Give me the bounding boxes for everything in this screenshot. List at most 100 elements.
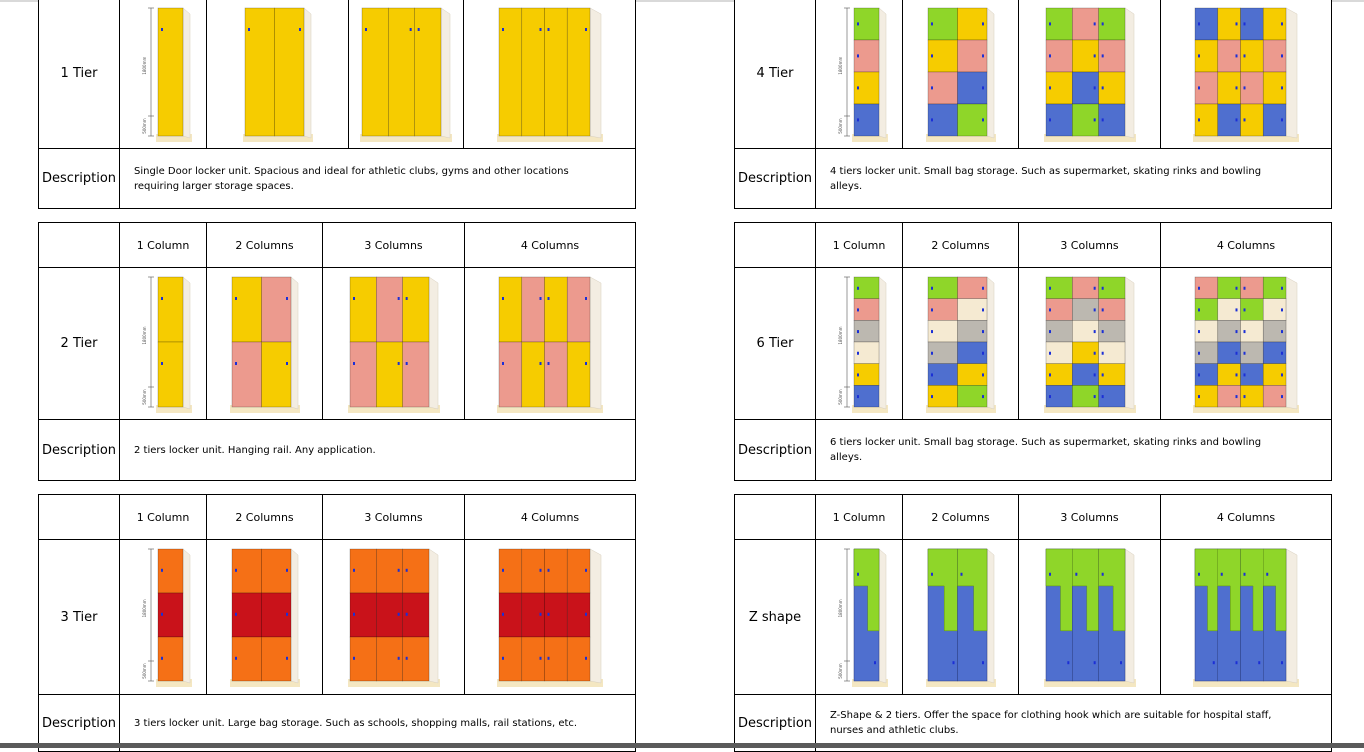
- lock-knob: [857, 53, 859, 57]
- dimension-label: 500mm: [142, 118, 147, 134]
- image-cell: [1161, 268, 1331, 419]
- table-3-tier: 1 Column 2 Columns 3 Columns 4 Columns 3…: [38, 494, 636, 752]
- lock-knob: [285, 361, 288, 365]
- locker-2tier-2col-image: [229, 275, 300, 413]
- lock-knob: [234, 361, 237, 365]
- lock-knob: [1198, 394, 1200, 398]
- locker-door: [1097, 548, 1125, 632]
- lock-knob: [1281, 661, 1283, 665]
- lock-knob: [539, 568, 542, 572]
- image-cell: [1019, 540, 1160, 694]
- locker-2tier-4col-image: [497, 276, 603, 413]
- lock-knob: [547, 568, 550, 572]
- dimension-label: 500mm: [142, 389, 147, 405]
- image-cell: 1800mm 500mm: [120, 0, 206, 148]
- lock-knob: [285, 656, 288, 660]
- locker-side-panel: [1124, 548, 1134, 684]
- lock-knob: [1048, 372, 1051, 376]
- lock-knob: [1093, 372, 1096, 376]
- page-top-border: [0, 0, 1364, 2]
- image-cell: [465, 540, 635, 694]
- row-label-1-tier: 1 Tier: [60, 66, 98, 81]
- lock-knob: [539, 656, 542, 660]
- lock-knob: [1243, 351, 1246, 355]
- column-header: 3 Columns: [364, 510, 423, 524]
- locker-3tier-4col-image: [497, 548, 603, 687]
- floor-shadow: [242, 133, 313, 142]
- dimension-label: 1800mm: [838, 326, 843, 344]
- lock-knob: [502, 568, 504, 572]
- lock-knob: [1266, 572, 1269, 576]
- floor-shadow: [496, 133, 603, 142]
- lock-knob: [405, 296, 408, 300]
- lock-knob: [1281, 307, 1283, 311]
- locker-6tier-3col-image: [1043, 276, 1136, 413]
- lock-knob: [585, 296, 587, 300]
- lock-knob: [1281, 394, 1283, 398]
- locker-door: [566, 7, 590, 136]
- lock-knob: [1235, 307, 1238, 311]
- dimension-label: 1800mm: [838, 56, 843, 74]
- lock-knob: [1048, 117, 1051, 121]
- locker-door: [543, 7, 568, 136]
- locker-2tier-1col-image: 1800mm 500mm: [142, 275, 192, 413]
- locker-door: [498, 341, 523, 407]
- lock-knob: [405, 612, 408, 616]
- lock-knob: [1101, 351, 1104, 355]
- locker-door: [853, 384, 880, 407]
- dimension-label: 500mm: [838, 389, 843, 405]
- lock-knob: [1119, 661, 1122, 665]
- description-label: Description: [41, 171, 117, 186]
- locker-door: [231, 341, 262, 407]
- locker-door: [388, 7, 415, 136]
- lock-knob: [1212, 661, 1215, 665]
- lock-knob: [1235, 372, 1238, 376]
- floor-shadow: [156, 404, 192, 413]
- lock-knob: [981, 286, 984, 290]
- lock-knob: [234, 296, 237, 300]
- lock-knob: [1243, 53, 1246, 57]
- lock-knob: [1048, 307, 1051, 311]
- locker-zshape-3col-image: [1043, 548, 1136, 687]
- lock-knob: [1243, 307, 1246, 311]
- lock-knob: [1235, 661, 1238, 665]
- locker-side-panel: [290, 548, 298, 684]
- lock-knob: [539, 361, 542, 365]
- lock-knob: [1281, 329, 1283, 333]
- lock-knob: [161, 27, 163, 31]
- locker-door: [260, 341, 291, 407]
- table-6-tier: 1 Column 2 Columns 3 Columns 4 Columns 6…: [734, 222, 1332, 481]
- locker-door: [157, 276, 184, 342]
- lock-knob: [857, 372, 859, 376]
- lock-knob: [1093, 329, 1096, 333]
- floor-shadow: [497, 679, 603, 687]
- floor-shadow: [347, 679, 440, 687]
- lock-knob: [981, 53, 984, 57]
- locker-6tier-2col-image: [925, 275, 996, 413]
- lock-knob: [930, 372, 933, 376]
- lock-knob: [547, 656, 550, 660]
- locker-door: [1263, 548, 1287, 632]
- lock-knob: [930, 85, 933, 89]
- description-text: Single Door locker unit. Spacious and id…: [134, 165, 569, 192]
- image-cell: 1800mm 500mm: [120, 268, 206, 419]
- lock-knob: [1101, 53, 1104, 57]
- lock-knob: [930, 572, 933, 576]
- lock-knob: [397, 568, 400, 572]
- floor-shadow: [852, 133, 888, 142]
- image-cell: [207, 268, 322, 419]
- lock-knob: [1235, 286, 1238, 290]
- floor-shadow: [347, 404, 440, 413]
- column-header: 2 Columns: [931, 510, 990, 524]
- floor-shadow: [852, 404, 888, 413]
- lock-knob: [234, 568, 237, 572]
- lock-knob: [1101, 572, 1104, 576]
- image-cell: [903, 0, 1018, 148]
- column-header: 4 Columns: [1216, 510, 1276, 524]
- image-cell: [1019, 268, 1160, 419]
- lock-knob: [1281, 85, 1283, 89]
- lock-knob: [285, 296, 288, 300]
- lock-knob: [502, 296, 504, 300]
- locker-door: [566, 341, 591, 407]
- locker-side-panel: [182, 275, 191, 409]
